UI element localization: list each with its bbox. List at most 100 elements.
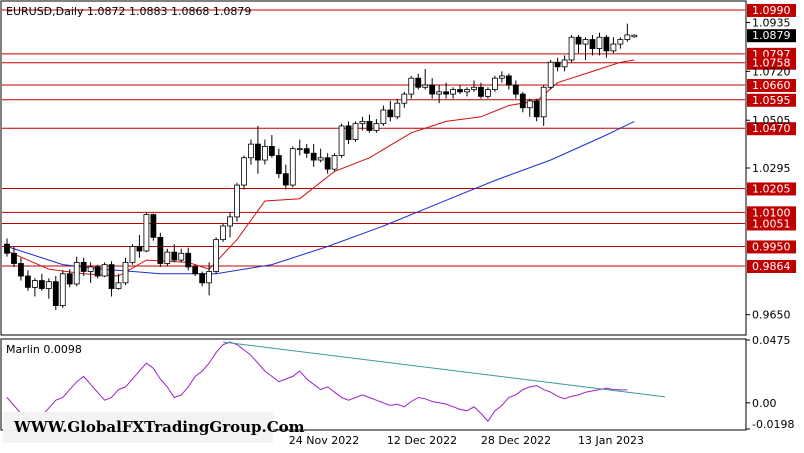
candle [422,69,429,90]
level-label: 0.9950 [752,240,791,253]
level-tag [747,182,796,196]
level-label: 0.9864 [752,260,791,273]
candle [178,248,185,263]
candle [80,257,87,277]
candle-body [512,84,519,95]
candle [533,98,540,122]
candle-body [303,148,310,154]
level-label: 1.0660 [752,79,791,92]
candle [624,23,631,42]
candle [227,212,233,238]
candle-body [11,252,17,264]
watermark: WWW.GlobalFXTradingGroup.Com [3,412,305,443]
level-label: 1.0100 [752,206,791,219]
symbol-header: EURUSD,Daily 1.0872 1.0883 1.0868 1.0879 [6,5,251,18]
candle-body [108,264,115,289]
candle [59,270,66,308]
candle-body [192,266,199,275]
candle [464,87,470,97]
candle [108,261,115,297]
level-tag [747,122,796,136]
candle [38,273,45,291]
candle-body [408,77,415,95]
candle-body [366,120,373,131]
candle-body [568,36,575,61]
candle-body [310,152,317,161]
candle [66,269,73,288]
candle-body [485,89,491,97]
candle-body [603,36,610,52]
candle-body [422,84,429,88]
candle [18,257,24,281]
candle-body [631,34,638,38]
candle-body [31,280,38,288]
price-tick-label: 1.0935 [752,16,791,29]
candle [310,144,317,167]
candle [45,278,52,299]
candle [617,37,624,49]
oscillator-line [6,341,628,423]
indicator-tick-label: 0.00 [752,397,777,410]
candle-body [38,280,45,289]
candle [101,262,108,278]
candle-body [624,34,631,40]
candle [415,73,422,90]
candle-body [248,143,254,159]
candle-body [150,214,157,238]
candle [136,235,143,258]
candle-body [394,102,401,118]
oscillator-series: 0.0475 0.00 -0.0198 [6,334,794,431]
indicator-tick-label: 0.0475 [752,334,791,347]
candle [582,37,589,60]
level-tag [747,3,796,17]
candle [115,273,122,290]
candle-body [345,125,352,140]
candle-body [471,86,477,90]
candle [4,238,10,257]
candle-body [101,264,108,277]
candle [94,264,101,279]
candle-body [331,155,338,170]
level-label: 1.0051 [752,217,791,230]
candle [338,123,345,158]
candle-body [547,61,554,88]
candle [596,32,603,56]
candle [603,34,610,58]
candle [387,100,394,122]
candle [401,91,408,108]
level-label: 1.0205 [752,182,791,195]
candle [268,135,275,158]
level-label: 1.0595 [752,94,791,107]
candle [457,85,463,95]
candle-body [401,93,408,104]
candle-body [164,251,171,264]
level-label: 1.0758 [752,57,791,70]
candle [526,98,533,117]
candle-body [59,273,66,306]
candle [366,114,373,133]
candle [373,119,380,133]
candle [589,34,596,56]
candle-body [73,261,80,285]
candle [429,78,436,99]
candle [359,116,366,131]
candle [248,139,254,165]
candle-body [143,214,150,252]
candle-body [415,77,422,88]
candle [568,34,575,63]
level-tag [747,260,796,274]
candle [213,237,220,274]
indicator-tick-label: -0.0198 [752,418,794,431]
candle-body [296,148,303,151]
candle [443,82,450,99]
candle-body [443,91,450,95]
current-price-label: 1.0879 [752,29,791,42]
price-tick-label: 1.0295 [752,162,791,175]
candle [631,34,638,38]
candle-body [4,243,10,254]
current-price-tag [747,29,796,43]
watermark-text: WWW.GlobalFXTradingGroup.Com [13,418,305,436]
candle [296,139,303,156]
candle-body [429,84,436,95]
